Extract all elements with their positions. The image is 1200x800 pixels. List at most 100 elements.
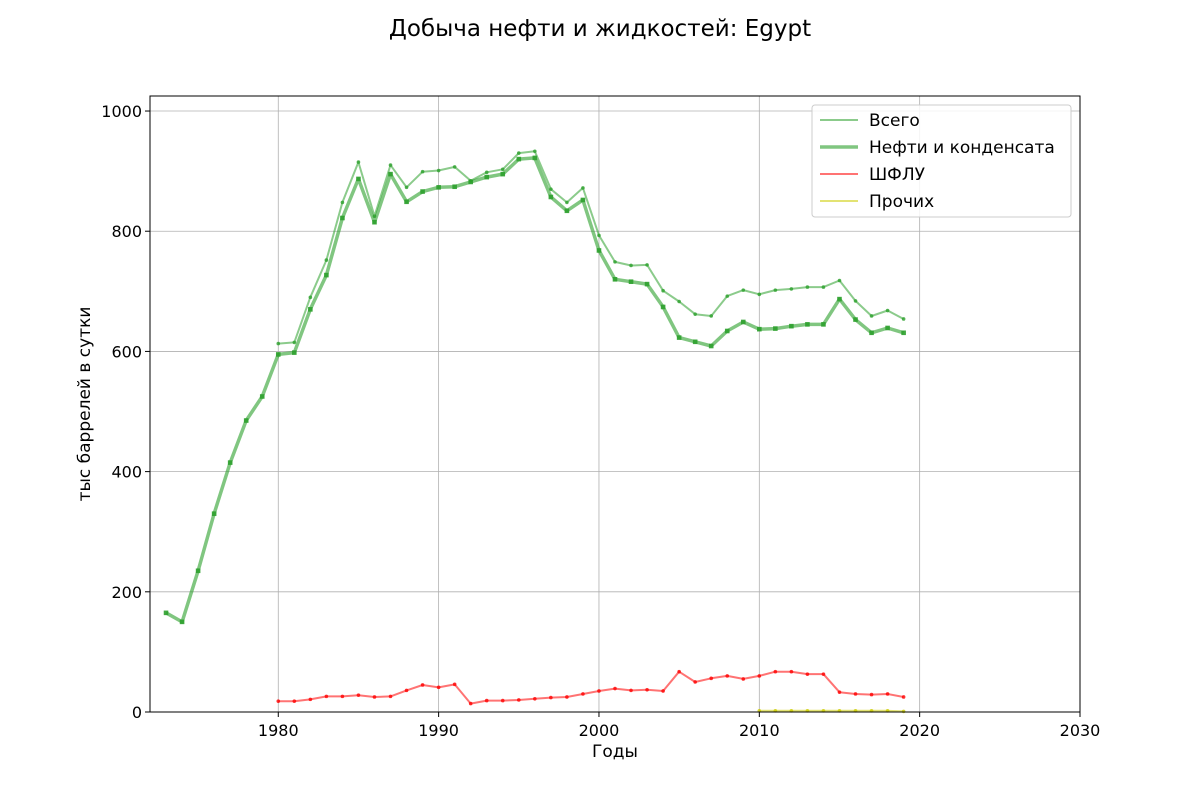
data-point: [533, 696, 537, 701]
data-point: [324, 694, 329, 699]
data-point: [581, 692, 585, 696]
data-point: [436, 685, 441, 690]
data-point: [757, 292, 762, 297]
data-point: [773, 669, 778, 674]
data-point: [724, 328, 730, 334]
data-point: [276, 699, 281, 703]
data-point: [853, 692, 858, 696]
data-point: [404, 688, 409, 693]
data-point: [243, 418, 249, 423]
data-point: [853, 299, 858, 303]
series-0: [276, 149, 906, 346]
y-tick-label: 800: [111, 222, 142, 241]
data-point: [484, 174, 490, 180]
data-point: [292, 350, 297, 355]
data-point: [725, 674, 730, 678]
data-point: [869, 692, 874, 697]
x-tick-label: 2030: [1060, 721, 1101, 740]
data-point: [372, 695, 377, 699]
data-point: [356, 176, 361, 182]
data-point: [500, 698, 505, 703]
data-point: [725, 294, 730, 298]
data-point: [901, 709, 906, 714]
series-line: [759, 709, 904, 713]
data-point: [708, 343, 714, 349]
data-point: [500, 167, 505, 172]
data-point: [901, 317, 906, 321]
data-point: [516, 698, 521, 702]
data-point: [195, 568, 201, 574]
data-point: [837, 296, 842, 302]
data-point: [580, 197, 586, 203]
data-point: [324, 272, 329, 278]
data-point: [549, 187, 553, 191]
data-point: [660, 304, 666, 310]
data-point: [292, 340, 297, 345]
data-point: [548, 194, 554, 200]
y-tick-label: 1000: [101, 102, 142, 121]
x-tick-label: 1990: [418, 721, 459, 740]
data-point: [821, 322, 826, 327]
data-point: [324, 258, 329, 262]
data-point: [757, 326, 762, 332]
data-point: [259, 394, 265, 399]
data-point: [805, 322, 810, 327]
data-point: [564, 208, 570, 214]
data-point: [211, 511, 217, 516]
series-2: [276, 669, 906, 706]
data-point: [629, 263, 633, 268]
data-point: [340, 200, 345, 205]
data-point: [597, 689, 601, 693]
data-point: [308, 307, 313, 312]
data-point: [532, 155, 538, 161]
data-point: [805, 672, 810, 676]
data-point: [885, 692, 890, 696]
data-point: [340, 215, 345, 221]
data-point: [693, 680, 697, 684]
data-point: [227, 460, 233, 465]
data-point: [388, 163, 393, 167]
legend-label: Прочих: [869, 192, 934, 212]
axis-ticks: 1980 1990 2000 2010 2020 2030 0 200 400 600 800 100…: [101, 102, 1100, 740]
x-tick-label: 2020: [899, 721, 940, 740]
data-point: [404, 199, 409, 205]
data-point: [837, 690, 842, 694]
data-point: [885, 308, 890, 313]
data-point: [629, 688, 633, 693]
y-axis-label: тыс баррелей в сутки: [75, 307, 95, 502]
data-point: [869, 330, 874, 336]
series-3: [757, 708, 906, 714]
data-point: [613, 686, 617, 691]
data-point: [645, 687, 649, 692]
plot-area-frame: [149, 95, 1081, 713]
series-line: [165, 156, 905, 624]
data-point: [516, 156, 522, 162]
data-point: [484, 698, 489, 703]
data-point: [853, 317, 858, 322]
data-point: [709, 676, 714, 681]
data-point: [372, 219, 377, 225]
y-tick-label: 600: [111, 342, 142, 361]
data-point: [789, 669, 794, 674]
data-point: [661, 288, 665, 293]
data-point: [757, 674, 762, 678]
y-tick-label: 0: [132, 703, 142, 722]
data-point: [163, 610, 169, 616]
data-point: [292, 699, 297, 703]
data-point: [276, 341, 281, 346]
data-point: [340, 694, 345, 699]
legend-label: Нефти и конденсата: [869, 138, 1055, 158]
data-point: [692, 339, 698, 345]
legend-box: [811, 104, 1072, 218]
data-point: [388, 171, 393, 177]
x-tick-label: 2010: [739, 721, 780, 740]
data-point: [308, 697, 313, 702]
data-point: [436, 185, 441, 190]
data-point: [661, 689, 665, 693]
data-point: [869, 314, 874, 318]
data-point: [821, 672, 826, 676]
data-point: [644, 281, 650, 287]
legend: Всего Нефти и конденсата ШФЛУ Прочих: [811, 104, 1072, 218]
data-point: [596, 248, 602, 253]
